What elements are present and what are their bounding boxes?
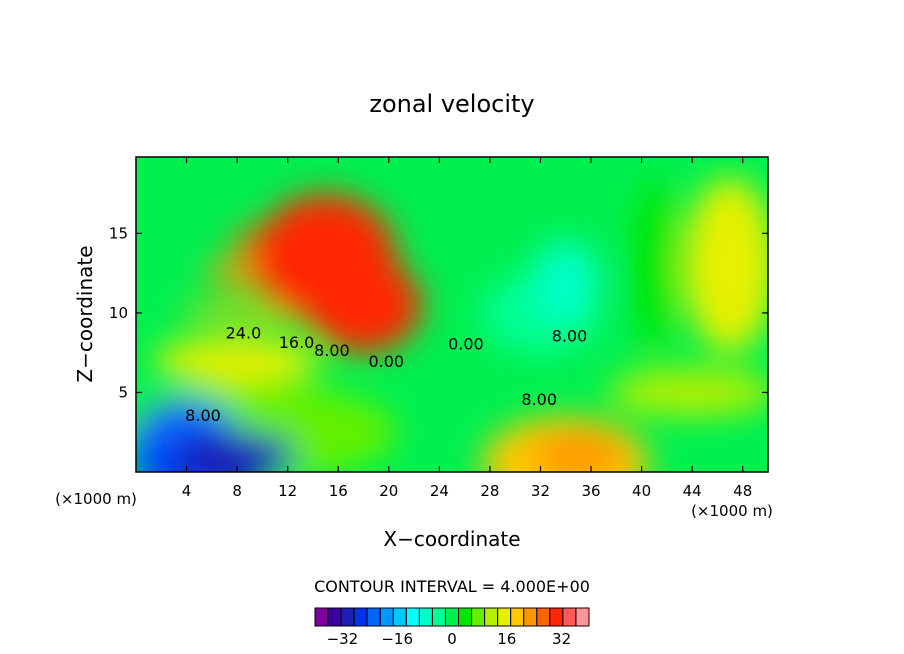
field-region bbox=[532, 432, 625, 472]
colorbar-swatch bbox=[379, 607, 394, 627]
contour-label: 8.00 bbox=[185, 406, 221, 425]
colorbar-swatch bbox=[327, 607, 342, 627]
x-tick-label: 16 bbox=[329, 482, 348, 500]
colorbar-swatch bbox=[353, 607, 368, 627]
x-tick-label: 4 bbox=[182, 482, 192, 500]
y-axis-label: Z−coordinate bbox=[73, 245, 97, 382]
x-tick-label: 40 bbox=[632, 482, 651, 500]
colorbar-swatch bbox=[314, 607, 329, 627]
field-region bbox=[178, 432, 296, 472]
contour-label: 8.00 bbox=[552, 327, 588, 346]
contour-label: 24.0 bbox=[226, 323, 262, 342]
colorbar-swatch bbox=[418, 607, 433, 627]
field-region bbox=[304, 257, 423, 353]
field-region bbox=[633, 177, 675, 353]
colorbar-swatch bbox=[405, 607, 420, 627]
contour-label: 8.00 bbox=[521, 390, 557, 409]
contour-label: 16.0 bbox=[279, 333, 315, 352]
colorbar-swatch bbox=[497, 607, 512, 627]
contour-label: 0.00 bbox=[448, 335, 484, 354]
field-region bbox=[532, 241, 600, 321]
x-tick-label: 8 bbox=[232, 482, 242, 500]
contour-label: 0.00 bbox=[368, 352, 404, 371]
colorbar-swatch bbox=[549, 607, 564, 627]
x-tick-label: 28 bbox=[480, 482, 499, 500]
colorbar-swatch bbox=[431, 607, 446, 627]
x-tick-label: 36 bbox=[581, 482, 600, 500]
plot-frame bbox=[135, 156, 769, 473]
colorbar-tick-label: −16 bbox=[381, 630, 413, 648]
chart-title: zonal velocity bbox=[369, 90, 534, 118]
colorbar-swatch bbox=[458, 607, 473, 627]
colorbar-swatch bbox=[392, 607, 407, 627]
x-tick-label: 32 bbox=[531, 482, 550, 500]
colorbar-tick-label: 16 bbox=[497, 630, 516, 648]
colorbar-swatch bbox=[484, 607, 499, 627]
colorbar-tick-label: 32 bbox=[552, 630, 571, 648]
colorbar-swatch bbox=[510, 607, 525, 627]
contour-label: 8.00 bbox=[314, 341, 350, 360]
y-tick-label: 10 bbox=[109, 304, 128, 322]
x-tick-label: 44 bbox=[683, 482, 702, 500]
field-region bbox=[608, 368, 768, 417]
colorbar-swatch bbox=[575, 607, 590, 627]
colorbar-swatch bbox=[536, 607, 551, 627]
colorbar-swatch bbox=[444, 607, 460, 627]
x-tick-label: 24 bbox=[430, 482, 449, 500]
x-tick-label: 20 bbox=[379, 482, 398, 500]
x-units-left: (×1000 m) bbox=[55, 490, 137, 508]
colorbar-swatch bbox=[366, 607, 381, 627]
field-region bbox=[153, 336, 321, 385]
x-tick-label: 48 bbox=[733, 482, 752, 500]
colorbar-swatch bbox=[562, 607, 577, 627]
colorbar-tick-label: −32 bbox=[327, 630, 359, 648]
y-tick-label: 5 bbox=[118, 383, 128, 401]
velocity-field bbox=[136, 157, 768, 472]
colorbar-swatch bbox=[523, 607, 538, 627]
x-axis-label: X−coordinate bbox=[383, 527, 520, 551]
colorbar-swatch bbox=[340, 607, 355, 627]
x-units-right: (×1000 m) bbox=[691, 502, 773, 520]
colorbar-tick-label: 0 bbox=[447, 630, 457, 648]
field-region bbox=[684, 177, 768, 353]
y-tick-label: 15 bbox=[109, 224, 128, 242]
x-tick-label: 12 bbox=[278, 482, 297, 500]
contour-interval-text: CONTOUR INTERVAL = 4.000E+00 bbox=[314, 577, 590, 596]
colorbar-swatch bbox=[471, 607, 486, 627]
